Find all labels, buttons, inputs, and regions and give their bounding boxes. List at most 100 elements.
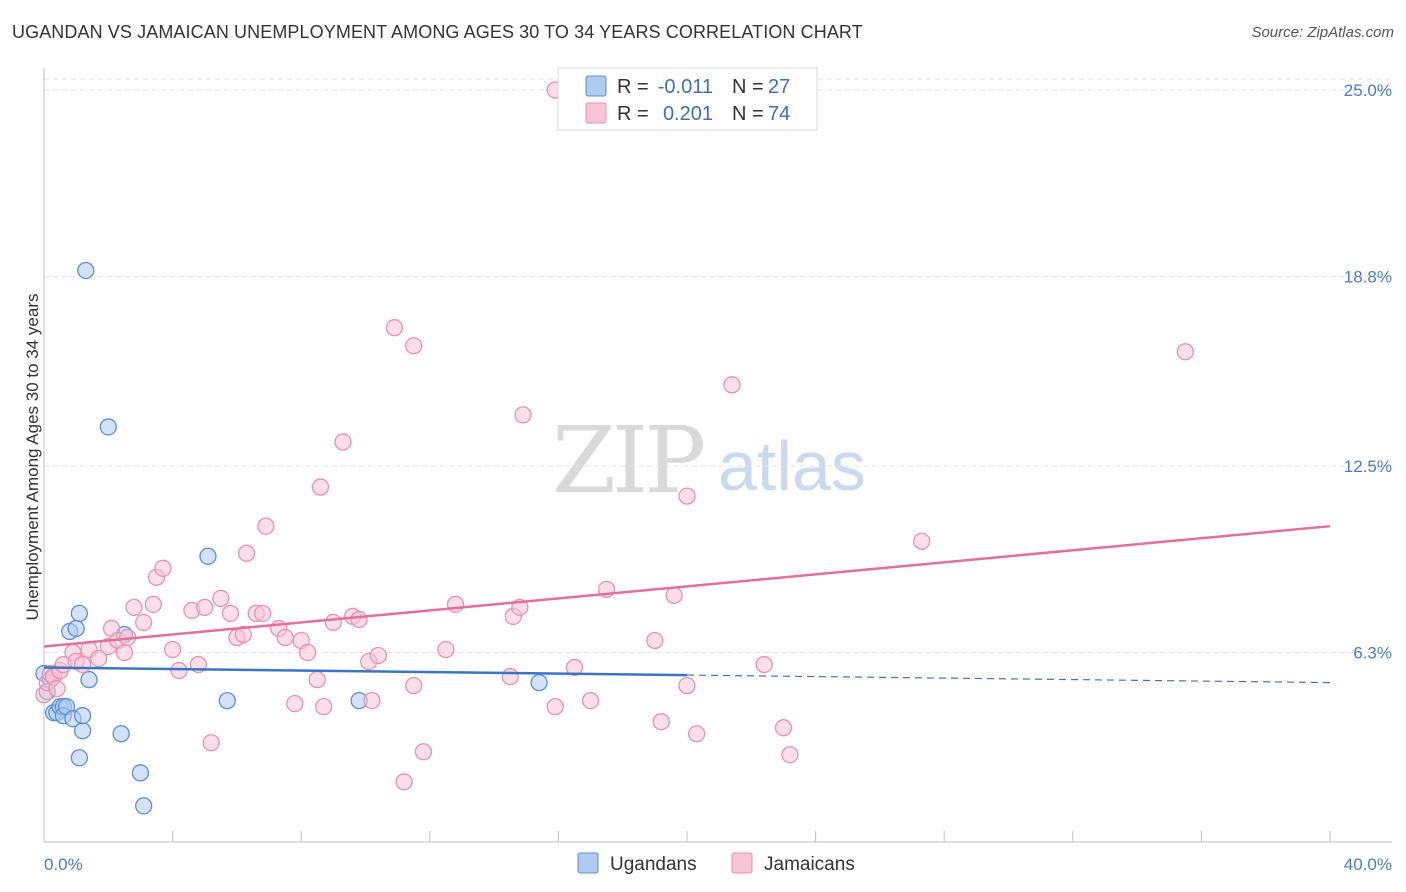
jamaican-point (237, 544, 256, 562)
ugandan-point (80, 670, 98, 689)
trend-lines (43, 524, 1331, 684)
jamaican-point (652, 713, 670, 731)
jamaican-point (385, 319, 404, 337)
jamaican-point (311, 478, 330, 496)
stats-legend: R = -0.011 N = 27 R = 0.201 N = 74 (557, 67, 818, 131)
jamaican-point (73, 655, 92, 674)
ugandans-r-value: -0.011 (658, 76, 713, 98)
ugandan-point (73, 707, 92, 725)
legend-jamaicans-label: Jamaicans (764, 854, 855, 875)
y-tick-labels: 6.3% 12.5% 18.8% 25.0% (1344, 81, 1392, 662)
jamaican-point (414, 743, 433, 761)
jamaican-point (234, 625, 252, 644)
ugandan-point (112, 725, 130, 743)
jamaican-point (212, 589, 230, 608)
jamaican-point (48, 679, 66, 698)
jamaican-point (90, 649, 108, 668)
ugandan-point (131, 764, 150, 782)
jamaican-point (665, 586, 683, 605)
jamaican-point (350, 610, 368, 629)
chart-title: UGANDAN VS JAMAICAN UNEMPLOYMENT AMONG A… (12, 22, 863, 42)
jamaican-point (437, 640, 455, 659)
jamaican-point (170, 661, 188, 680)
jamaicans-swatch (585, 102, 607, 124)
jamaican-point (135, 613, 153, 632)
jamaican-point (144, 595, 162, 614)
jamaican-point (334, 433, 352, 451)
jamaican-point (646, 631, 664, 650)
legend-ugandans-label: Ugandans (610, 854, 697, 875)
ugandans-n-value: 27 (768, 76, 790, 98)
jamaican-point (308, 670, 326, 689)
y-axis-label: Unemployment Among Ages 30 to 34 years (23, 294, 42, 621)
jamaican-point (315, 698, 333, 716)
ugandans-points (35, 261, 548, 815)
jamaican-point (395, 773, 413, 791)
jamaican-point (723, 376, 741, 394)
jamaican-point (514, 406, 532, 424)
jamaican-point (581, 691, 600, 710)
jamaican-point (257, 517, 275, 535)
gridlines (44, 78, 1392, 654)
ugandans-r-label: R = (617, 76, 649, 98)
x-tick-label-min: 0.0% (44, 855, 83, 874)
ugandan-point (135, 797, 153, 815)
x-tick-label-max: 40.0% (1344, 855, 1392, 874)
jamaican-point (115, 643, 134, 662)
x-ticks (43, 831, 1331, 842)
jamaican-point (687, 725, 706, 743)
ugandan-point (73, 722, 92, 740)
ugandan-point (70, 749, 89, 767)
ugandan-point (218, 691, 236, 710)
jamaican-point (678, 487, 696, 505)
jamaican-point (678, 676, 696, 695)
jamaican-point (125, 598, 143, 617)
jamaicans-n-value: 74 (768, 103, 790, 125)
jamaican-point (202, 734, 220, 752)
ugandan-point (530, 673, 548, 692)
jamaican-point (286, 694, 304, 713)
legend-ugandans-swatch (577, 852, 599, 874)
jamaican-point (913, 532, 931, 550)
series-legend: Ugandans Jamaicans (577, 852, 855, 875)
jamaican-point (196, 598, 214, 617)
jamaican-point (405, 676, 423, 695)
jamaican-point (446, 595, 465, 614)
y-tick-label: 25.0% (1344, 81, 1392, 100)
jamaican-point (501, 667, 519, 686)
ugandan-point (99, 418, 117, 436)
legend-jamaicans-swatch (731, 852, 753, 874)
ugandan-point (67, 619, 85, 638)
jamaican-point (154, 559, 172, 577)
jamaican-point (565, 658, 584, 677)
jamaican-point (774, 719, 793, 737)
jamaican-point (298, 643, 317, 662)
ugandan-point (70, 604, 89, 623)
jamaicans-trend-line (43, 524, 1331, 648)
jamaican-point (253, 604, 272, 623)
jamaican-point (324, 613, 343, 632)
y-tick-label: 12.5% (1344, 457, 1392, 476)
jamaican-point (369, 646, 388, 665)
jamaican-point (221, 604, 240, 623)
ugandans-swatch (585, 75, 607, 97)
ugandans-n-label: N = (732, 76, 764, 98)
ugandan-point (199, 547, 217, 565)
jamaican-point (546, 698, 564, 716)
ugandans-trend-line (43, 666, 688, 677)
y-tick-label: 6.3% (1353, 644, 1392, 663)
jamaican-point (163, 640, 182, 659)
jamaican-point (755, 655, 773, 674)
jamaicans-r-value: 0.201 (663, 103, 713, 125)
ugandans-trend-extension (686, 674, 1331, 684)
jamaicans-n-label: N = (732, 103, 764, 125)
jamaican-point (405, 337, 423, 355)
jamaican-point (781, 746, 799, 764)
ugandan-point (77, 261, 95, 280)
y-tick-label: 18.8% (1344, 268, 1392, 287)
jamaican-point (363, 691, 381, 710)
source-label: Source: ZipAtlas.com (1251, 24, 1394, 41)
watermark: ZIP atlas (552, 407, 866, 514)
jamaican-point (276, 628, 294, 647)
